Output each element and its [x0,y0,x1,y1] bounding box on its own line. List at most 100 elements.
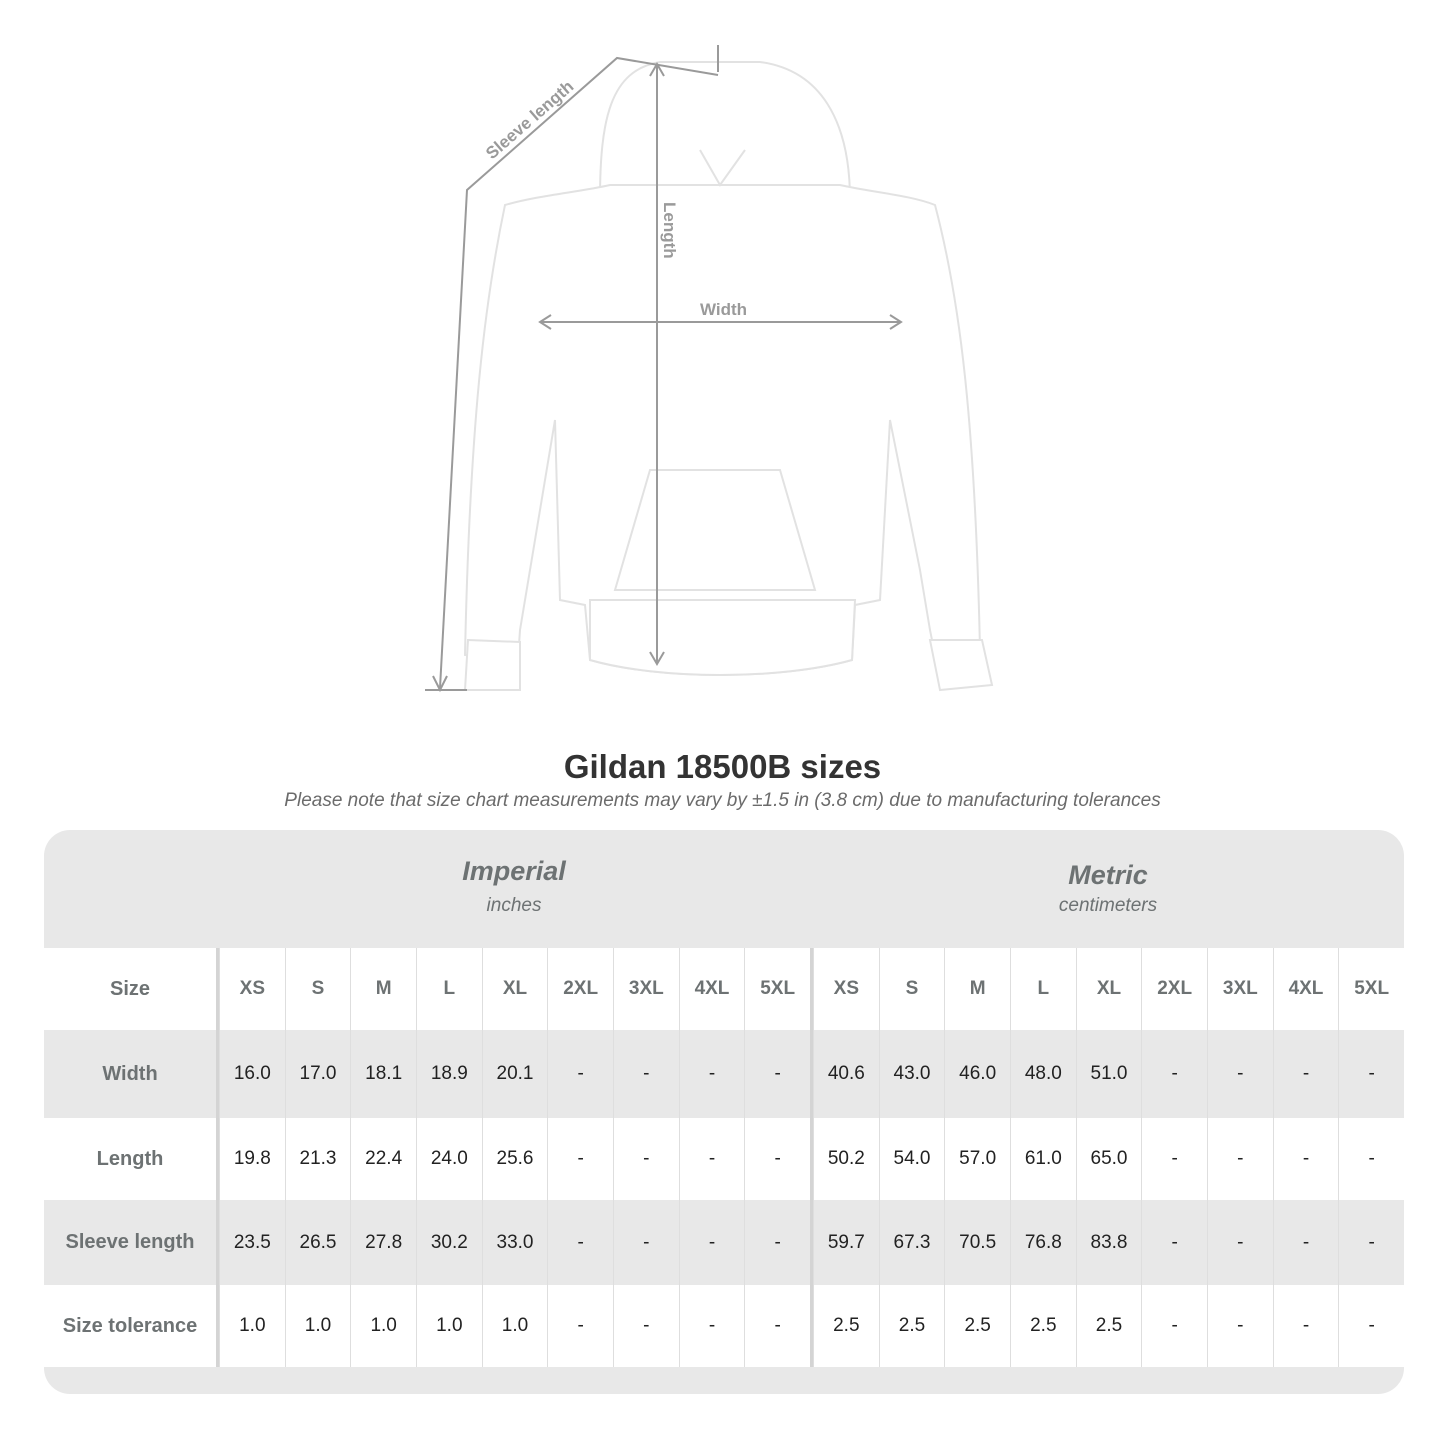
imperial-size-5xl: 5XL [744,948,810,1030]
size-tolerance-imperial-cell: 1.0 [350,1285,416,1367]
metric-size-xs: XS [812,948,879,1030]
imperial-unit: inches [486,895,542,916]
column-divider [809,1118,813,1200]
size-tolerance-imperial-cell: - [547,1285,613,1367]
size-tolerance-metric-cell: 2.5 [1009,1285,1076,1367]
hoodie-illustration: Sleeve length Length Width [425,45,994,693]
imperial-size-xl: XL [481,948,548,1030]
sleeve-length-metric-cell: 76.8 [1009,1200,1076,1285]
imperial-size-m: M [350,948,416,1030]
sleeve-length-imperial-cell: 33.0 [481,1200,548,1285]
width-imperial-cell: - [678,1030,745,1118]
width-metric-cell: - [1272,1030,1339,1118]
length-imperial-cell: 24.0 [415,1118,482,1200]
size-tolerance-imperial-cell: 1.0 [284,1285,351,1367]
size-tolerance-metric-cell: 2.5 [812,1285,879,1367]
width-metric-cell: 40.6 [812,1030,879,1118]
imperial-header: Imperial inches [219,830,809,948]
length-imperial-cell: 25.6 [481,1118,548,1200]
sleeve-length-imperial-cell: - [547,1200,613,1285]
width-metric-cell: 48.0 [1009,1030,1076,1118]
length-metric-cell: 50.2 [812,1118,879,1200]
sleeve-length-imperial-cell: 30.2 [415,1200,482,1285]
metric-size-5xl: 5XL [1338,948,1404,1030]
metric-size-4xl: 4XL [1272,948,1339,1030]
size-tolerance-imperial-cell: - [678,1285,745,1367]
sleeve-length-metric-cell: 70.5 [944,1200,1010,1285]
metric-size-s: S [878,948,945,1030]
column-divider [216,1030,219,1118]
tolerance-note: Please note that size chart measurements… [284,790,1161,811]
size-tolerance-imperial-cell: - [744,1285,810,1367]
size-tolerance-imperial-cell: 1.0 [481,1285,548,1367]
sleeve-length-metric-cell: - [1206,1200,1273,1285]
column-divider [216,1285,219,1367]
size-table: Imperial inches Metric centimeters Size X… [44,830,1404,1394]
width-imperial-cell: 18.9 [415,1030,482,1118]
metric-unit: centimeters [1058,895,1158,916]
size-tolerance-metric-cell: 2.5 [944,1285,1010,1367]
width-imperial-cell: - [547,1030,613,1118]
width-metric-cell: 46.0 [944,1030,1010,1118]
row-label-length: Length [44,1118,216,1200]
length-metric-cell: 65.0 [1075,1118,1142,1200]
sleeve-length-imperial-cell: - [612,1200,679,1285]
length-metric-cell: 54.0 [878,1118,945,1200]
size-tolerance-metric-cell: - [1272,1285,1339,1367]
size-tolerance-metric-cell: 2.5 [878,1285,945,1367]
sleeve-length-metric-cell: 59.7 [812,1200,879,1285]
imperial-title: Imperial [462,856,566,886]
sleeve-length-imperial-cell: - [678,1200,745,1285]
length-metric-cell: 61.0 [1009,1118,1076,1200]
width-metric-cell: - [1206,1030,1273,1118]
width-metric-cell: - [1338,1030,1404,1118]
metric-size-l: L [1009,948,1076,1030]
length-imperial-cell: - [612,1118,679,1200]
column-divider [216,1200,219,1285]
sleeve-length-line [439,56,719,689]
sleeve-length-metric-cell: 67.3 [878,1200,945,1285]
length-imperial-cell: 19.8 [219,1118,285,1200]
length-metric-cell: - [1206,1118,1273,1200]
length-imperial-cell: 22.4 [350,1118,416,1200]
imperial-size-2xl: 2XL [547,948,613,1030]
sleeve-length-label: Sleeve length [482,77,577,163]
width-imperial-cell: 17.0 [284,1030,351,1118]
width-imperial-cell: 18.1 [350,1030,416,1118]
metric-title: Metric [1068,860,1148,890]
metric-size-3xl: 3XL [1206,948,1273,1030]
size-tolerance-metric-cell: - [1338,1285,1404,1367]
size-grid: Size XS S M L XL 2XL 3XL 4XL 5XL XS S M L XL 2XL 3XL 4XL 5… [44,948,1404,1367]
sleeve-length-metric-cell: 83.8 [1075,1200,1142,1285]
length-metric-cell: - [1272,1118,1339,1200]
row-label-sleeve-length: Sleeve length [44,1200,216,1285]
imperial-size-xs: XS [219,948,285,1030]
column-divider [809,1200,813,1285]
page-title: Gildan 18500B sizes [563,748,882,785]
sleeve-length-imperial-cell: 27.8 [350,1200,416,1285]
size-tolerance-metric-cell: 2.5 [1075,1285,1142,1367]
metric-size-m: M [944,948,1010,1030]
length-metric-cell: - [1338,1118,1404,1200]
column-divider [216,948,219,1030]
length-imperial-cell: - [744,1118,810,1200]
imperial-size-l: L [415,948,482,1030]
sleeve-length-metric-cell: - [1141,1200,1207,1285]
width-imperial-cell: 16.0 [219,1030,285,1118]
column-divider [809,948,813,1030]
width-imperial-cell: 20.1 [481,1030,548,1118]
length-imperial-cell: - [678,1118,745,1200]
width-metric-cell: 51.0 [1075,1030,1142,1118]
sleeve-length-imperial-cell: 23.5 [219,1200,285,1285]
metric-header: Metric centimeters [812,830,1404,948]
width-metric-cell: - [1141,1030,1207,1118]
hoodie-image [463,61,994,692]
size-tolerance-imperial-cell: - [612,1285,679,1367]
metric-size-xl: XL [1075,948,1142,1030]
imperial-size-3xl: 3XL [612,948,679,1030]
length-imperial-cell: 21.3 [284,1118,351,1200]
column-divider [809,1030,813,1118]
sleeve-length-metric-cell: - [1338,1200,1404,1285]
size-tolerance-metric-cell: - [1141,1285,1207,1367]
size-tolerance-metric-cell: - [1206,1285,1273,1367]
